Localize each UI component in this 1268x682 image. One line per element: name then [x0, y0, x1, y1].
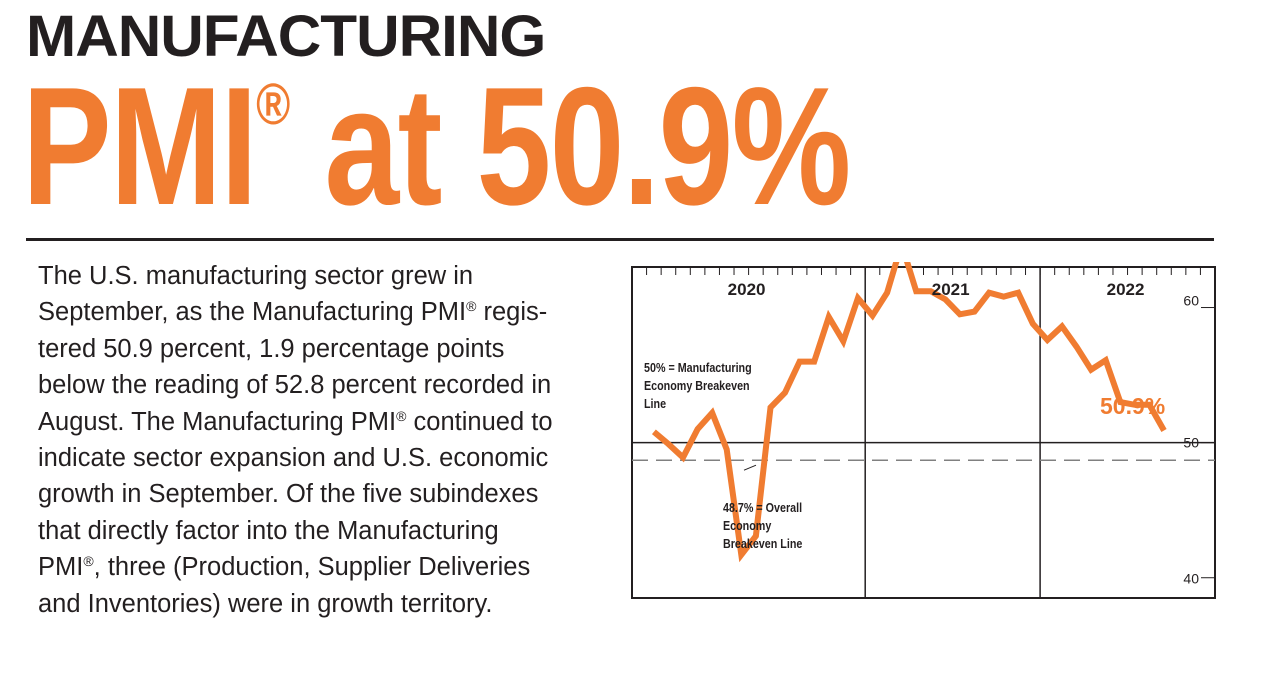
- body-line: August. The Manufacturing PMI® continued…: [38, 404, 604, 440]
- headline-rest: at 50.9%: [288, 52, 851, 240]
- body-text-run: PMI: [38, 553, 84, 582]
- body-text-run: tered 50.9 percent, 1.9 percentage point…: [38, 334, 505, 363]
- y-tick-label: 60: [1183, 293, 1199, 309]
- year-label: 2021: [932, 280, 970, 299]
- body-text-run: indicate sector expansion and U.S. econo…: [38, 444, 549, 473]
- body-line: growth in September. Of the five subinde…: [38, 476, 604, 512]
- pmi-series-line: [651, 262, 1167, 563]
- reference-line-label: 48.7% = Overall: [723, 501, 802, 515]
- body-line: below the reading of 52.8 percent record…: [38, 367, 604, 403]
- registered-mark: ®: [83, 553, 94, 570]
- header-divider: [26, 238, 1214, 241]
- headline: PMI® at 50.9%: [22, 62, 851, 230]
- y-tick-label: 40: [1183, 571, 1199, 587]
- reference-line-label: Breakeven Line: [723, 537, 803, 551]
- headline-main: PMI: [22, 52, 258, 240]
- kicker-title: MANUFACTURING: [26, 4, 546, 69]
- reference-line-label: 50% = Manufacturing: [644, 361, 752, 375]
- body-text-run: , three (Production, Supplier Deliveries: [93, 553, 531, 582]
- body-text-run: September, as the Manufacturing PMI: [38, 298, 467, 327]
- reference-label-leader: [743, 464, 757, 471]
- body-line: September, as the Manufacturing PMI® reg…: [38, 294, 604, 330]
- reference-line-label: Economy: [723, 519, 772, 533]
- registered-mark: ®: [396, 407, 407, 424]
- headline-registered-mark: ®: [256, 72, 290, 137]
- body-text-run: that directly factor into the Manufactur…: [38, 516, 499, 545]
- body-text-run: regis-: [476, 298, 548, 327]
- body-line: tered 50.9 percent, 1.9 percentage point…: [38, 331, 604, 367]
- body-line: The U.S. manufacturing sector grew in: [38, 258, 604, 294]
- latest-value-label: 50.9%: [1100, 393, 1165, 419]
- body-paragraph: The U.S. manufacturing sector grew in Sep…: [38, 258, 604, 622]
- body-text-run: and Inventories) were in growth territor…: [38, 589, 493, 618]
- year-label: 2022: [1107, 280, 1145, 299]
- body-text-run: below the reading of 52.8 percent record…: [38, 371, 552, 400]
- body-text-run: August. The Manufacturing PMI: [38, 407, 397, 436]
- body-line: PMI®, three (Production, Supplier Delive…: [38, 549, 604, 585]
- registered-mark: ®: [466, 298, 477, 315]
- reference-line-label: Economy Breakeven: [644, 379, 750, 393]
- body-text-run: growth in September. Of the five subinde…: [38, 480, 539, 509]
- body-line: indicate sector expansion and U.S. econo…: [38, 440, 604, 476]
- reference-line-label: Line: [644, 397, 667, 411]
- body-text-run: continued to: [406, 407, 553, 436]
- body-text-run: The U.S. manufacturing sector grew in: [38, 262, 474, 290]
- pmi-line-chart: 2020 2021 2022 40 50 60 50% = Manufacturing Eco…: [631, 262, 1216, 599]
- year-label: 2020: [728, 280, 766, 299]
- body-line: that directly factor into the Manufactur…: [38, 513, 604, 549]
- y-tick-label: 50: [1183, 435, 1199, 451]
- body-line: and Inventories) were in growth territor…: [38, 586, 604, 622]
